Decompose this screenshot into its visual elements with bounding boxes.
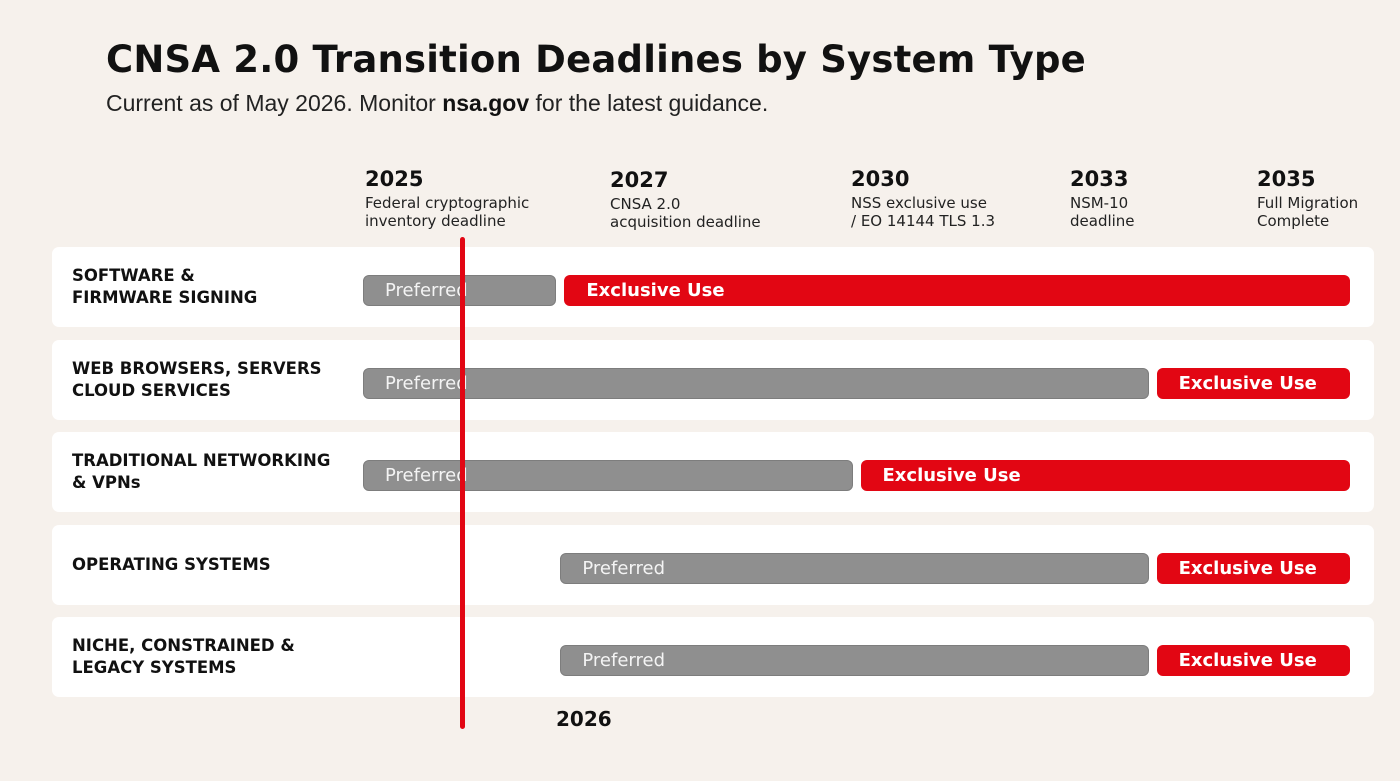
milestone-2027: 2027 CNSA 2.0 acquisition deadline [610,167,761,231]
milestone-year: 2025 [365,167,424,191]
bar-label: Exclusive Use [882,465,1021,486]
system-type-label: OPERATING SYSTEMS [72,555,271,574]
system-type-label: WEB BROWSERS, SERVERS CLOUD SERVICES [72,359,322,400]
bar-label: Preferred [385,280,468,301]
milestone-description: NSS exclusive use / EO 14144 TLS 1.3 [851,194,996,230]
preferred-bar: Preferred [560,645,1149,676]
chart-title: CNSA 2.0 Transition Deadlines by System … [106,38,1086,81]
bar-label: Preferred [582,558,666,579]
milestone-2025: 2025 Federal cryptographic inventory dead… [365,166,529,230]
system-row: OPERATING SYSTEMS Preferred Exclusive Use [52,525,1374,605]
preferred-bar: Preferred [363,368,1149,399]
chart-subtitle: Current as of May 2026. Monitor nsa.gov … [106,90,768,117]
milestone-description: Federal cryptographic inventory deadline [365,194,530,230]
system-type-label: TRADITIONAL NETWORKING & VPNs [72,451,331,492]
system-row: SOFTWARE & FIRMWARE SIGNING Preferred Excl… [52,247,1374,327]
milestone-year: 2027 [610,168,669,192]
system-row: WEB BROWSERS, SERVERS CLOUD SERVICES Pref… [52,340,1374,420]
subtitle-text-after: for the latest guidance. [529,90,769,116]
system-row: TRADITIONAL NETWORKING & VPNs Preferred Ex… [52,432,1374,512]
milestone-2033: 2033 NSM-10 deadline [1070,166,1135,230]
exclusive-use-bar: Exclusive Use [564,275,1350,306]
preferred-bar: Preferred [363,460,853,491]
system-row: NICHE, CONSTRAINED & LEGACY SYSTEMS Prefe… [52,617,1374,697]
bar-label: Exclusive Use [1178,558,1317,579]
bar-label: Preferred [582,650,666,671]
current-year-marker [459,237,465,729]
exclusive-use-bar: Exclusive Use [860,460,1350,491]
exclusive-use-bar: Exclusive Use [1156,553,1350,584]
milestone-description: NSM-10 deadline [1070,194,1135,230]
subtitle-text-before: Current as of May 2026. Monitor [106,90,443,116]
milestone-description: CNSA 2.0 acquisition deadline [610,195,761,231]
bar-label: Exclusive Use [1178,373,1317,394]
bar-label: Exclusive Use [586,280,725,301]
milestone-2030: 2030 NSS exclusive use / EO 14144 TLS 1.3 [851,166,995,230]
milestone-year: 2030 [851,167,910,191]
system-type-label: NICHE, CONSTRAINED & LEGACY SYSTEMS [72,636,295,677]
preferred-bar: Preferred [560,553,1149,584]
milestone-year: 2035 [1257,167,1316,191]
exclusive-use-bar: Exclusive Use [1156,368,1350,399]
milestone-year: 2033 [1070,167,1129,191]
current-year-label: 2026 [556,707,612,731]
bar-label: Preferred [385,373,468,394]
milestone-2035: 2035 Full Migration Complete [1257,166,1358,230]
system-type-label: SOFTWARE & FIRMWARE SIGNING [72,266,258,307]
nsa-link: nsa.gov [442,90,530,116]
bar-label: Exclusive Use [1178,650,1317,671]
exclusive-use-bar: Exclusive Use [1156,645,1350,676]
milestone-description: Full Migration Complete [1257,194,1359,230]
bar-label: Preferred [385,465,468,486]
